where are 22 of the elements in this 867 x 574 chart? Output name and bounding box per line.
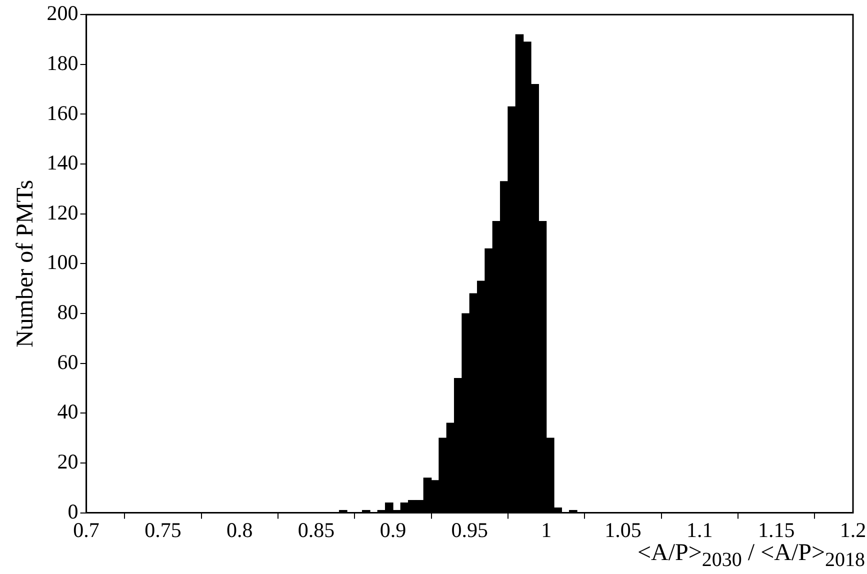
x-tick-label: 1.1 [686, 518, 713, 542]
x-tick-label: 0.95 [451, 518, 488, 542]
x-tick-label: 0.9 [380, 518, 406, 542]
y-tick-label: 160 [46, 100, 78, 125]
y-tick-label: 20 [57, 449, 78, 474]
x-tick-label: 0.8 [226, 518, 253, 542]
y-tick-label: 40 [57, 400, 78, 424]
y-tick-label: 120 [46, 200, 78, 224]
y-tick-label: 180 [46, 50, 78, 75]
x-tick-label: 1.15 [758, 518, 795, 542]
x-tick-label: 1.2 [840, 518, 866, 542]
y-tick-label: 100 [46, 250, 78, 274]
x-tick-label: 0.85 [298, 518, 335, 542]
y-tick-label: 60 [57, 350, 78, 374]
x-tick-label: 1.05 [604, 518, 642, 542]
x-tick-label: 0.75 [144, 518, 182, 542]
x-tick-label: 1 [541, 518, 552, 542]
y-tick-label: 200 [46, 1, 78, 26]
x-axis-title: <A/P>$_{2030}$ / <A/P>$_{2018}$ [637, 540, 865, 572]
y-axis-title: Number of PMTs [12, 180, 39, 348]
y-tick-label: 80 [57, 300, 78, 324]
y-tick-label: 140 [46, 150, 78, 175]
